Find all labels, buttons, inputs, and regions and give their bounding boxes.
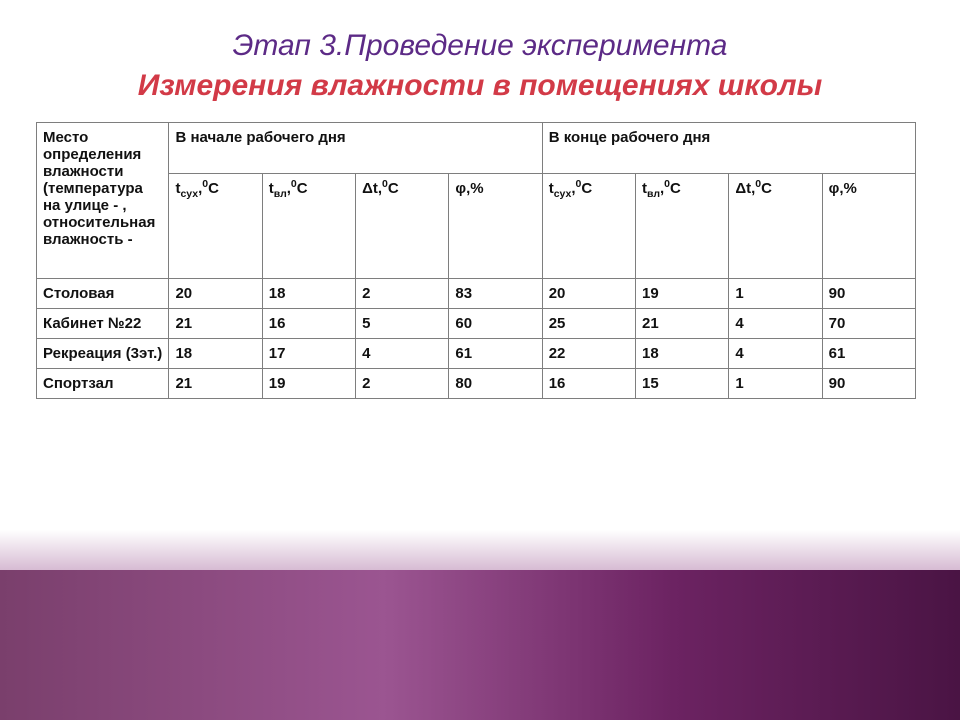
data-cell: 25 xyxy=(542,309,635,339)
group-header-end: В конце рабочего дня xyxy=(542,123,915,174)
col-dt-end: Δt,0С xyxy=(729,174,822,279)
col-tvl-label: tвл,0С xyxy=(642,180,681,197)
col-dt-label: Δt,0С xyxy=(735,180,772,197)
data-cell: 20 xyxy=(169,279,262,309)
data-cell: 2 xyxy=(356,279,449,309)
data-cell: 4 xyxy=(356,339,449,369)
data-cell: 19 xyxy=(262,369,355,399)
col-tsuh-label: tсух,0С xyxy=(175,180,219,197)
col-tsuh-start: tсух,0С xyxy=(169,174,262,279)
data-cell: 21 xyxy=(169,369,262,399)
sub-header-row: tсух,0С tвл,0С Δt,0С φ,% tсух,0С tвл,0С … xyxy=(37,174,916,279)
data-cell: 19 xyxy=(636,279,729,309)
col-tvl-start: tвл,0С xyxy=(262,174,355,279)
col-dt-label: Δt,0С xyxy=(362,180,399,197)
place-cell: Столовая xyxy=(37,279,169,309)
col-phi-label: φ,% xyxy=(455,180,483,197)
data-cell: 21 xyxy=(636,309,729,339)
data-cell: 22 xyxy=(542,339,635,369)
place-cell: Рекреация (3эт.) xyxy=(37,339,169,369)
data-cell: 4 xyxy=(729,339,822,369)
slide: Этап 3.Проведение эксперимента Измерения… xyxy=(0,0,960,720)
data-cell: 70 xyxy=(822,309,915,339)
table-row: Спортзал21192801615190 xyxy=(37,369,916,399)
table-row: Столовая20182832019190 xyxy=(37,279,916,309)
humidity-table: Место определения влажности (температура… xyxy=(36,122,916,399)
title-line-2: Измерения влажности в помещениях школы xyxy=(36,68,924,104)
data-cell: 1 xyxy=(729,369,822,399)
background-gradient xyxy=(0,570,960,720)
group-header-start: В начале рабочего дня xyxy=(169,123,542,174)
data-cell: 4 xyxy=(729,309,822,339)
col-phi-end: φ,% xyxy=(822,174,915,279)
data-cell: 2 xyxy=(356,369,449,399)
place-header: Место определения влажности (температура… xyxy=(37,123,169,279)
data-cell: 61 xyxy=(822,339,915,369)
col-tsuh-end: tсух,0С xyxy=(542,174,635,279)
data-cell: 18 xyxy=(262,279,355,309)
data-cell: 16 xyxy=(262,309,355,339)
data-cell: 15 xyxy=(636,369,729,399)
data-cell: 60 xyxy=(449,309,542,339)
data-cell: 1 xyxy=(729,279,822,309)
col-phi-label: φ,% xyxy=(829,180,857,197)
title-line-1: Этап 3.Проведение эксперимента xyxy=(36,28,924,64)
data-cell: 18 xyxy=(169,339,262,369)
table-row: Кабинет №2221165602521470 xyxy=(37,309,916,339)
content-area: Этап 3.Проведение эксперимента Измерения… xyxy=(0,0,960,399)
col-phi-start: φ,% xyxy=(449,174,542,279)
data-cell: 90 xyxy=(822,279,915,309)
data-cell: 90 xyxy=(822,369,915,399)
data-cell: 21 xyxy=(169,309,262,339)
col-tvl-label: tвл,0С xyxy=(269,180,308,197)
place-cell: Кабинет №22 xyxy=(37,309,169,339)
place-cell: Спортзал xyxy=(37,369,169,399)
col-tsuh-label: tсух,0С xyxy=(549,180,593,197)
col-tvl-end: tвл,0С xyxy=(636,174,729,279)
table-row: Рекреация (3эт.)18174612218461 xyxy=(37,339,916,369)
data-cell: 83 xyxy=(449,279,542,309)
data-cell: 61 xyxy=(449,339,542,369)
data-cell: 18 xyxy=(636,339,729,369)
data-cell: 5 xyxy=(356,309,449,339)
col-dt-start: Δt,0С xyxy=(356,174,449,279)
data-cell: 20 xyxy=(542,279,635,309)
table-body: Столовая20182832019190Кабинет №222116560… xyxy=(37,279,916,399)
data-cell: 80 xyxy=(449,369,542,399)
data-cell: 16 xyxy=(542,369,635,399)
data-cell: 17 xyxy=(262,339,355,369)
